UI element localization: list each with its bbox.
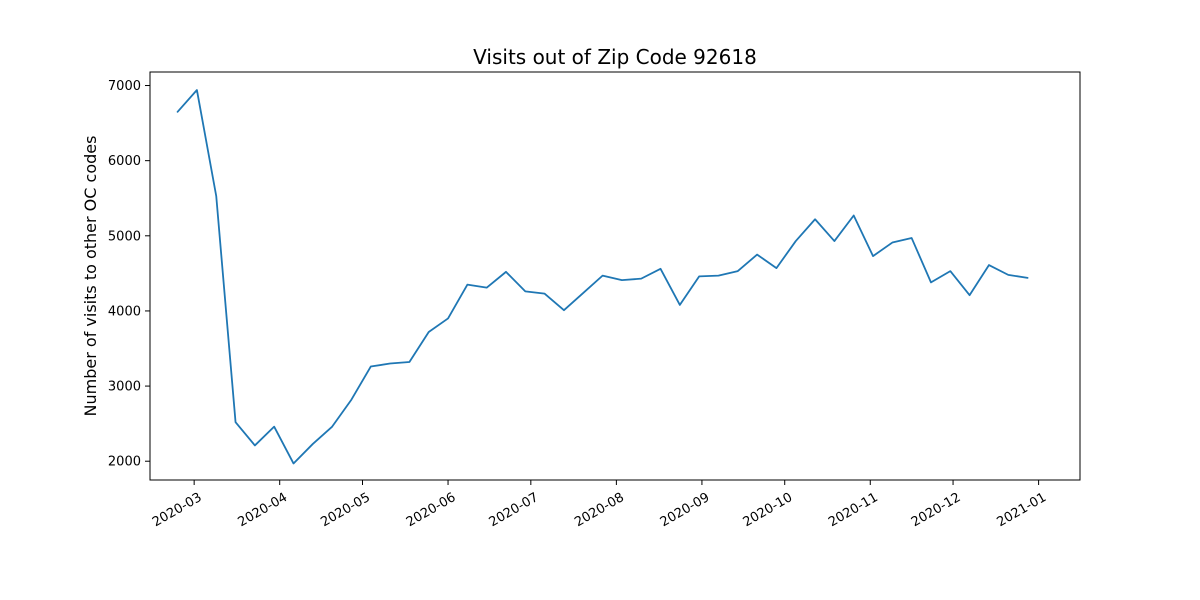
x-tick-label: 2020-03 <box>150 490 205 530</box>
y-tick-label: 2000 <box>108 455 141 470</box>
x-tick-label: 2021-01 <box>994 490 1049 530</box>
x-axis-ticks: 2020-03 2020-04 2020-05 2020-06 2020-07 2020-… <box>150 480 1049 530</box>
plot-area-frame <box>149 71 1081 481</box>
x-tick-label: 2020-09 <box>658 490 713 530</box>
chart-title: Visits out of Zip Code 92618 <box>473 45 757 69</box>
x-tick-label: 2020-12 <box>909 490 964 530</box>
x-tick-label: 2020-04 <box>236 490 291 530</box>
x-tick-label: 2020-07 <box>487 490 542 530</box>
y-axis-ticks: 2000 3000 4000 5000 6000 7000 <box>108 79 150 470</box>
x-tick-label: 2020-05 <box>318 490 373 530</box>
y-tick-label: 4000 <box>108 304 141 319</box>
y-tick-label: 6000 <box>108 154 141 169</box>
y-axis-label: Number of visits to other OC codes <box>81 136 100 417</box>
y-tick-label: 3000 <box>108 380 141 395</box>
y-tick-label: 7000 <box>108 79 141 94</box>
x-tick-label: 2020-10 <box>741 490 796 530</box>
x-tick-label: 2020-06 <box>404 490 459 530</box>
y-tick-label: 5000 <box>108 229 141 244</box>
series-layer <box>176 89 1029 465</box>
x-tick-label: 2020-11 <box>826 490 881 530</box>
x-tick-label: 2020-08 <box>572 490 627 530</box>
series-line-0 <box>176 89 1029 465</box>
